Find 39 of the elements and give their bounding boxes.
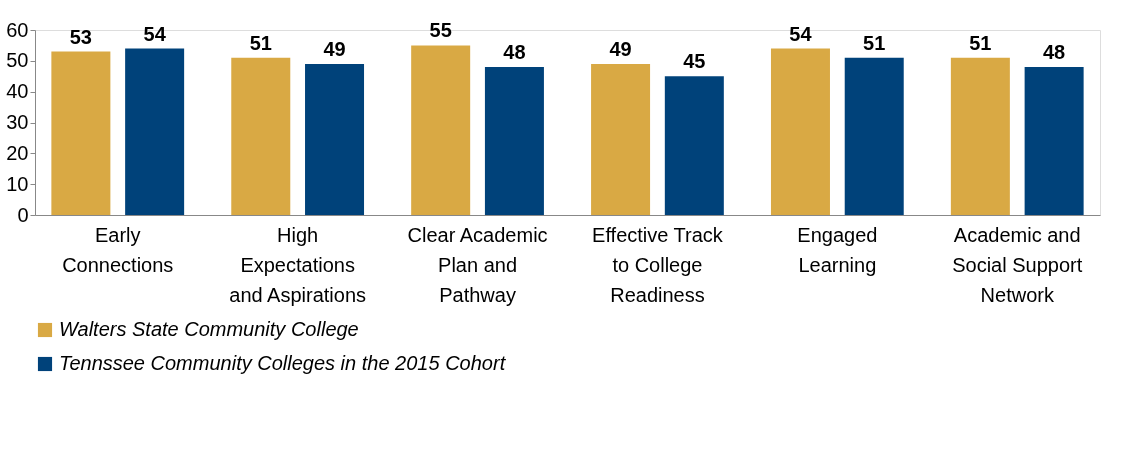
y-tick-label: 20 [6,141,29,164]
data-label: 45 [683,50,706,73]
data-label: 54 [789,22,813,45]
y-tick-label: 30 [6,111,29,133]
bar [664,76,724,215]
bar [231,57,291,215]
data-label: 54 [143,22,167,45]
bar [591,63,651,215]
data-label: 51 [249,31,272,54]
legend-label: Tennssee Community Colleges in the 2015 Cohort [59,352,507,374]
bar [844,57,904,215]
x-tick-label: Early Connections [62,223,174,276]
y-tick-label: 50 [6,49,29,72]
data-label: 49 [323,37,346,60]
legend-label: Walters State Community College [59,318,359,340]
bar [1024,67,1084,215]
x-tick-label: Clear Academic Plan and Pathway [407,223,548,306]
data-label: 51 [863,31,886,54]
x-tick-label: High Expectations and Aspirations [229,223,367,306]
y-tick-label: 60 [6,18,29,41]
bar [770,48,830,215]
data-label: 53 [69,25,92,48]
y-tick-label: 10 [6,172,29,195]
bar [950,57,1010,215]
y-tick-label: 0 [17,203,29,226]
data-label: 48 [1043,41,1066,63]
y-tick-label: 40 [6,80,29,103]
x-tick-label: Engaged Learning [797,223,878,276]
data-label: 49 [609,37,632,60]
bar [125,48,185,215]
data-label: 48 [503,41,526,63]
x-tick-label: Academic and Social Support Network [952,223,1083,306]
data-label: 51 [969,31,992,54]
bar [51,51,111,215]
data-label: 55 [429,19,452,42]
bar [411,45,471,215]
bar [484,67,544,215]
bar [305,63,365,215]
x-tick-label: Effective Track to College Readiness [592,223,724,306]
